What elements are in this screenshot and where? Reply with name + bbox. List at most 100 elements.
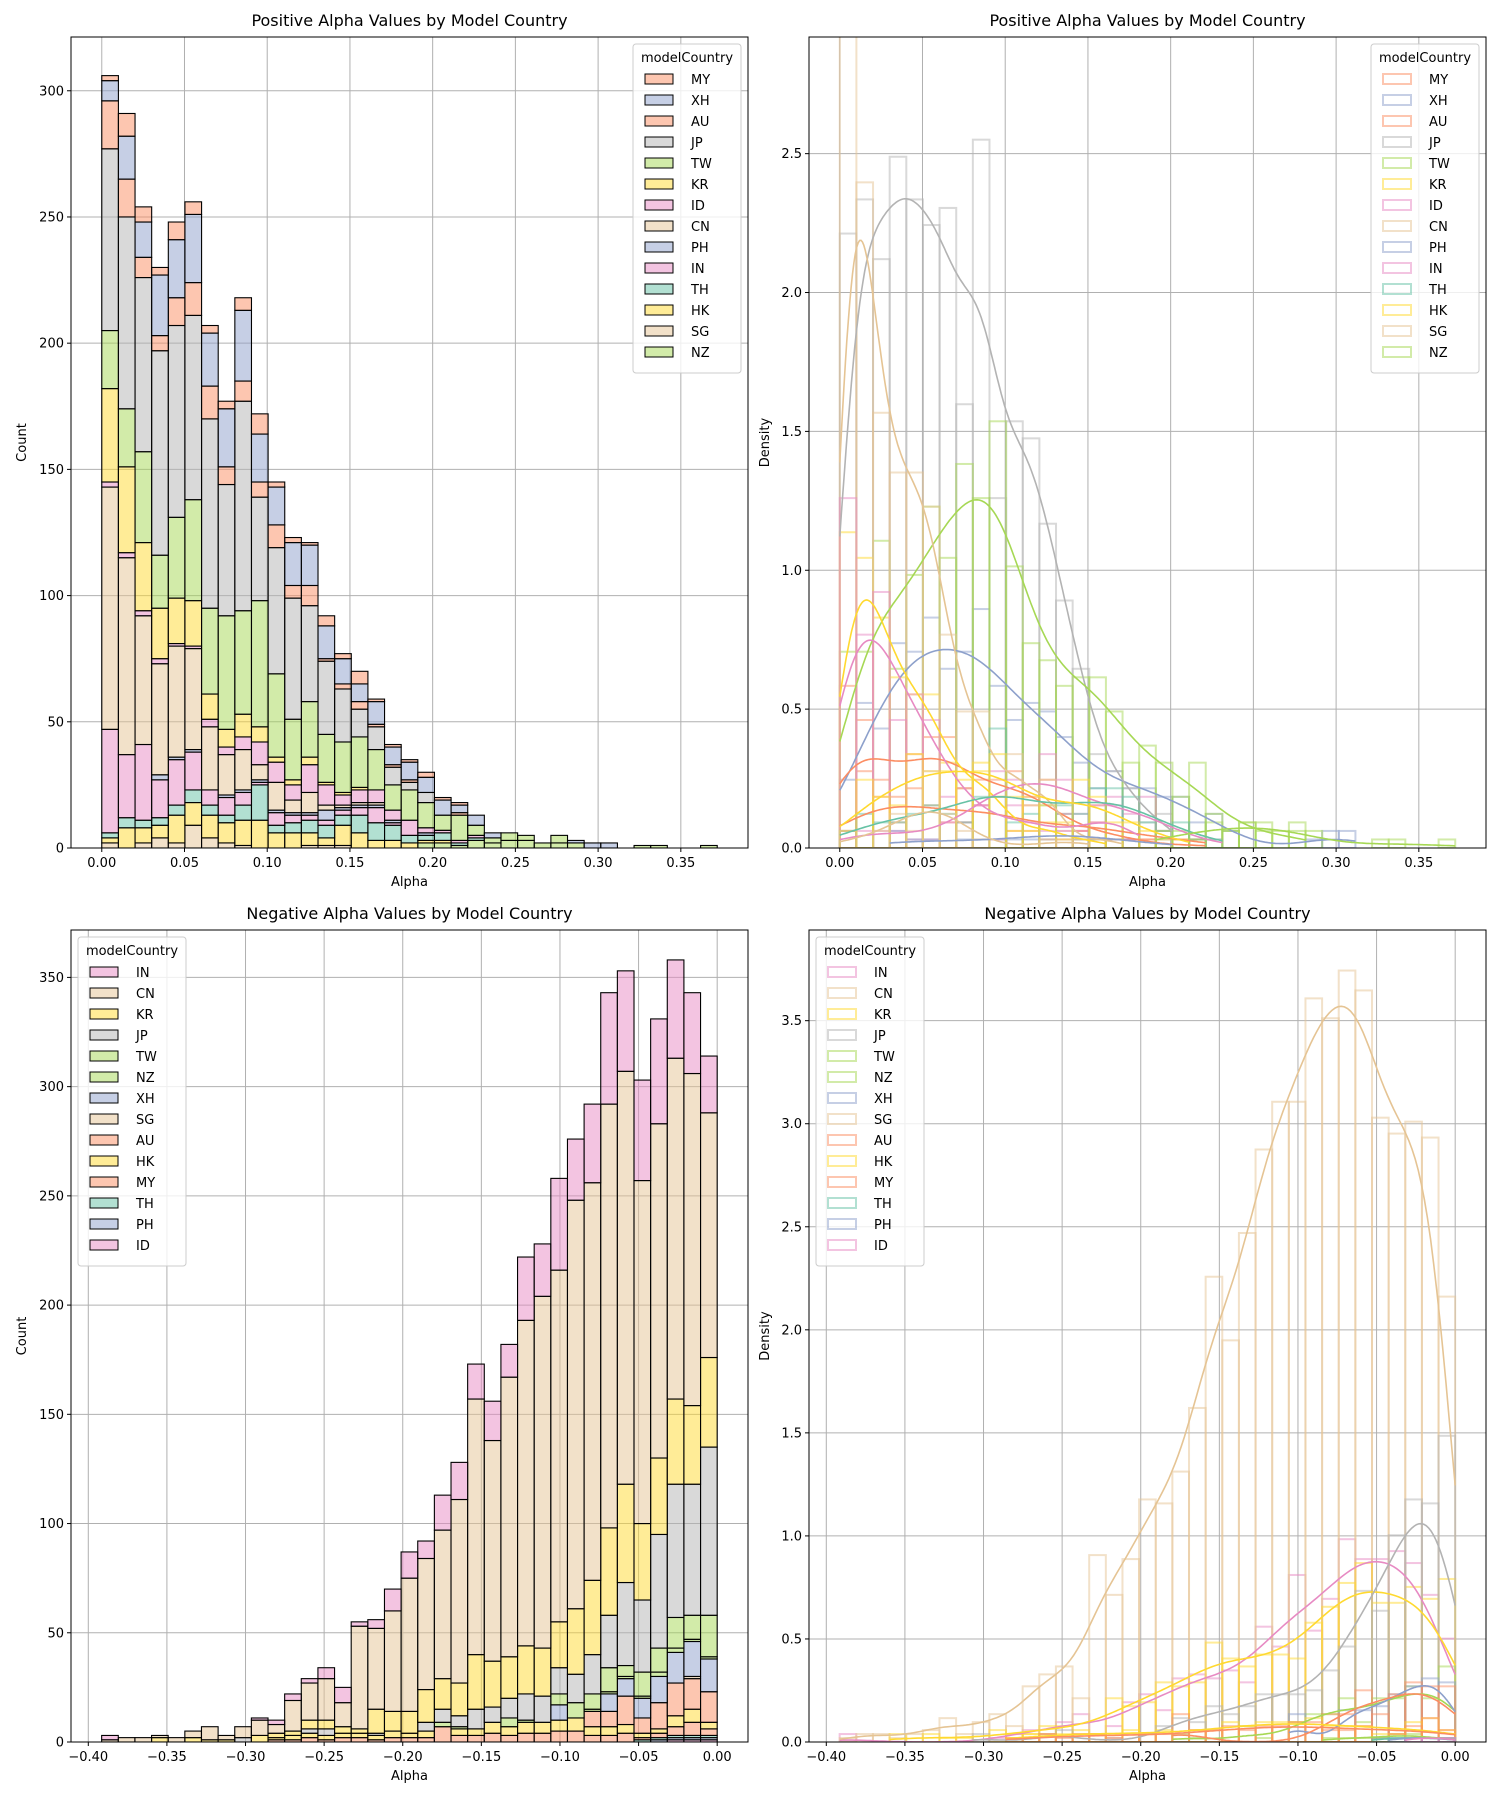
bar-hk-bin-16	[367, 839, 386, 848]
bar-jp-bin-22	[467, 1708, 485, 1730]
bar-au-bin-6	[201, 385, 219, 420]
legend-label-id: ID	[1429, 199, 1443, 214]
bar-jp-bin-12	[300, 605, 319, 703]
bar-id-bin-11	[284, 784, 302, 801]
bar-in-bin-19	[417, 1540, 435, 1560]
bar-hk-bin-15	[350, 1732, 369, 1739]
legend-label-au: AU	[691, 115, 709, 130]
bar-in-bin-29	[583, 1103, 602, 1184]
bar-cn-bin-13	[317, 804, 336, 811]
legend-label-th: TH	[873, 1197, 892, 1212]
bar-cn-bin-11	[284, 1699, 302, 1732]
bar-id-bin-14	[334, 794, 352, 806]
bar-my-bin-35	[683, 1721, 702, 1736]
bar-au-bin-11	[284, 584, 302, 599]
legend-label-jp: JP	[1428, 136, 1441, 151]
legend-swatch-kr	[89, 1008, 119, 1020]
legend-swatch-tw	[644, 157, 674, 169]
bar-cn-bin-10	[267, 781, 286, 811]
bar-in-bin-12	[300, 814, 319, 821]
bar-tw-bin-30	[600, 1667, 618, 1693]
legend-label-ph: PH	[691, 241, 709, 256]
bar-hk-bin-17	[383, 839, 402, 848]
bar-cn-bin-16	[367, 1627, 386, 1710]
bar-th-bin-15	[350, 814, 369, 834]
chart-title: Negative Alpha Values by Model Country	[246, 904, 572, 923]
bar-jp-bin-28	[566, 1673, 585, 1704]
bar-th-bin-8	[234, 804, 253, 821]
bar-my-bin-23	[483, 1732, 502, 1742]
bar-cn-bin-22	[467, 1398, 485, 1656]
legend-label-cn: CN	[1429, 220, 1448, 235]
bar-tw-bin-8	[234, 610, 253, 715]
bar-in-bin-7	[217, 796, 236, 816]
axes-frame	[808, 929, 1487, 1743]
bar-jp-bin-2	[134, 276, 153, 453]
x-tick-label: 0.35	[1404, 856, 1433, 871]
y-tick-label: 150	[39, 1408, 64, 1423]
bar-hk-bin-27	[550, 1719, 569, 1732]
bar-in-bin-9	[250, 1717, 269, 1721]
y-axis-label: Count	[15, 1317, 30, 1356]
legend-box	[1370, 43, 1480, 374]
y-tick-label: 250	[39, 1189, 64, 1204]
legend-swatch-kr	[1382, 178, 1412, 190]
bar-au-bin-31	[616, 1695, 635, 1726]
legend-label-hk: HK	[874, 1155, 893, 1170]
legend-label-hk: HK	[691, 304, 710, 319]
legend-label-au: AU	[136, 1134, 154, 1149]
bar-tw-bin-17	[383, 784, 402, 811]
legend: modelCountry IN CN KR JP TW NZ XH SG AU HK MY TH PH ID	[815, 936, 925, 1267]
bar-hk-bin-11	[284, 1734, 302, 1741]
bar-hk-bin-23	[483, 1721, 502, 1734]
bar-sg-bin-7	[217, 842, 236, 848]
legend-label-kr: KR	[874, 1008, 892, 1023]
x-tick-label: 0.25	[1239, 856, 1268, 871]
bar-my-bin-34	[666, 1726, 685, 1736]
legend-label-kr: KR	[691, 178, 709, 193]
bar-cn-bin-27	[550, 1269, 569, 1623]
bar-my-bin-19	[417, 1737, 435, 1742]
bar-xh-bin-19	[417, 776, 436, 794]
bar-my-bin-5	[184, 201, 203, 215]
bar-my-bin-7	[217, 400, 236, 410]
bar-jp-bin-4	[167, 324, 186, 518]
bar-xh-bin-16	[367, 701, 386, 725]
bar-tw-bin-7	[217, 615, 236, 730]
bar-cn-bin-7	[217, 754, 236, 796]
bar-xh-bin-6	[201, 332, 219, 387]
bar-id-bin-6	[201, 718, 219, 728]
bar-kr-bin-4	[167, 597, 186, 645]
kde-line-ph	[889, 835, 1173, 846]
legend-label-in: IN	[874, 966, 888, 981]
legend-label-nz: NZ	[691, 346, 710, 361]
bar-in-bin-21	[450, 1461, 469, 1501]
bar-my-bin-4	[167, 221, 186, 241]
bar-tw-bin-5	[184, 499, 203, 602]
density-bar-tw-bin-21	[1188, 761, 1207, 848]
legend-swatch-id	[1382, 199, 1412, 211]
bar-jp-bin-19	[417, 791, 436, 804]
bar-tw-bin-29	[583, 1693, 602, 1710]
bar-kr-bin-8	[234, 713, 253, 738]
bar-hk-bin-33	[650, 1728, 668, 1734]
bar-cn-bin-28	[566, 1199, 585, 1610]
bar-cn-bin-15	[350, 1625, 369, 1730]
bar-cn-bin-5	[184, 648, 203, 751]
x-axis-label: Alpha	[1129, 875, 1166, 890]
bar-my-bin-10	[267, 481, 286, 488]
bar-sg-bin-3	[151, 837, 169, 848]
legend-swatch-th	[1382, 283, 1412, 295]
bar-my-bin-1	[117, 112, 136, 137]
bar-kr-bin-3	[151, 607, 169, 660]
bar-th-bin-12	[300, 819, 319, 834]
density-bar-cn-bin-6	[938, 1717, 958, 1742]
x-tick-label: −0.10	[1278, 1750, 1318, 1765]
bar-id-bin-9	[250, 741, 269, 766]
bar-tw-bin-31	[616, 1664, 635, 1678]
bar-hk-bin-14	[334, 824, 352, 847]
bar-kr-bin-3	[151, 1737, 169, 1742]
bar-tw-bin-12	[300, 701, 319, 758]
bar-kr-bin-1	[117, 466, 136, 554]
legend-swatch-xh	[1382, 94, 1412, 106]
